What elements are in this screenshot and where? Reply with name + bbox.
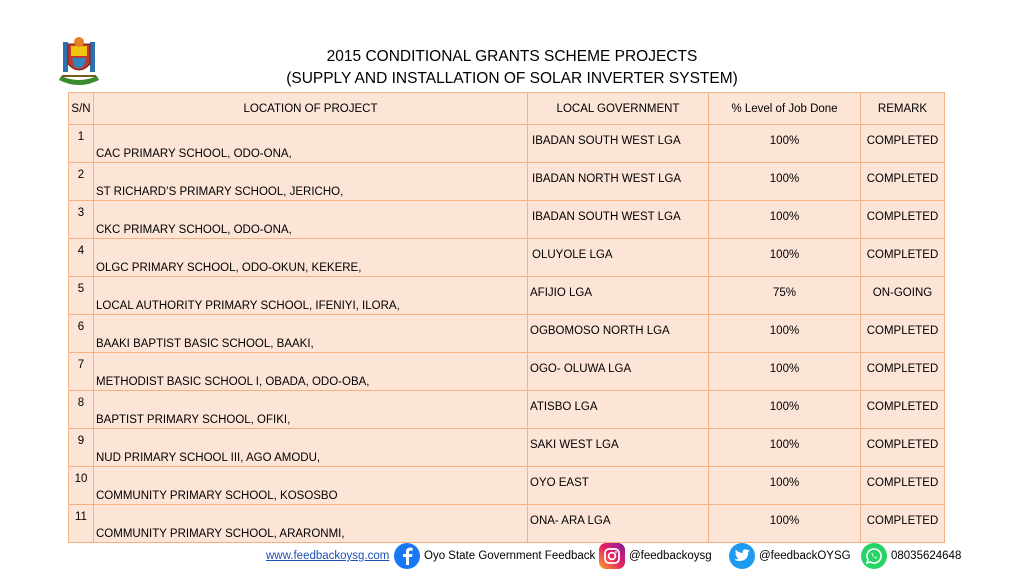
cell-remark: COMPLETED bbox=[860, 200, 945, 239]
table-row: 9 NUD PRIMARY SCHOOL III, AGO AMODU, SAK… bbox=[68, 428, 945, 467]
cell-remark: COMPLETED bbox=[860, 428, 945, 467]
table-row: 3 CKC PRIMARY SCHOOL, ODO-ONA, IBADAN SO… bbox=[68, 200, 945, 239]
cell-local-government: ONA- ARA LGA bbox=[527, 504, 709, 543]
header-local-government: LOCAL GOVERNMENT bbox=[527, 92, 709, 125]
cell-sn: 6 bbox=[68, 314, 94, 353]
cell-level: 100% bbox=[708, 466, 861, 505]
cell-sn: 1 bbox=[68, 124, 94, 163]
page-title-line2: (SUPPLY AND INSTALLATION OF SOLAR INVERT… bbox=[286, 70, 738, 87]
instagram-contact[interactable]: @feedbackoysg bbox=[599, 542, 712, 570]
facebook-icon bbox=[394, 543, 420, 569]
header-location: LOCATION OF PROJECT bbox=[93, 92, 528, 125]
cell-location: OLGC PRIMARY SCHOOL, ODO-OKUN, KEKERE, bbox=[93, 238, 528, 277]
cell-level: 100% bbox=[708, 162, 861, 201]
cell-sn: 8 bbox=[68, 390, 94, 429]
cell-level: 100% bbox=[708, 238, 861, 277]
table-row: 10 COMMUNITY PRIMARY SCHOOL, KOSOSBO OYO… bbox=[68, 466, 945, 505]
cell-local-government: IBADAN SOUTH WEST LGA bbox=[527, 200, 709, 239]
cell-local-government: OGO- OLUWA LGA bbox=[527, 352, 709, 391]
cell-local-government: OLUYOLE LGA bbox=[527, 238, 709, 277]
header-level: % Level of Job Done bbox=[708, 92, 861, 125]
twitter-icon bbox=[729, 543, 755, 569]
cell-remark: COMPLETED bbox=[860, 504, 945, 543]
cell-location: COMMUNITY PRIMARY SCHOOL, KOSOSBO bbox=[93, 466, 528, 505]
table-row: 1 CAC PRIMARY SCHOOL, ODO-ONA, IBADAN SO… bbox=[68, 124, 945, 163]
table-row: 2 ST RICHARD’S PRIMARY SCHOOL, JERICHO, … bbox=[68, 162, 945, 201]
website-link[interactable]: www.feedbackoysg.com bbox=[266, 550, 390, 562]
cell-location: NUD PRIMARY SCHOOL III, AGO AMODU, bbox=[93, 428, 528, 467]
cell-local-government: SAKI WEST LGA bbox=[527, 428, 709, 467]
whatsapp-contact[interactable]: 08035624648 bbox=[861, 542, 961, 570]
cell-remark: ON-GOING bbox=[860, 276, 945, 315]
oyo-state-crest-logo bbox=[54, 36, 104, 88]
cell-location: METHODIST BASIC SCHOOL I, OBADA, ODO-OBA… bbox=[93, 352, 528, 391]
twitter-contact[interactable]: @feedbackOYSG bbox=[729, 542, 851, 570]
whatsapp-icon bbox=[861, 543, 887, 569]
instagram-icon bbox=[599, 543, 625, 569]
header-sn: S/N bbox=[68, 92, 94, 125]
footer-contacts: www.feedbackoysg.com Oyo State Governmen… bbox=[0, 542, 1024, 570]
cell-sn: 9 bbox=[68, 428, 94, 467]
cell-local-government: IBADAN SOUTH WEST LGA bbox=[527, 124, 709, 163]
facebook-contact[interactable]: Oyo State Government Feedback bbox=[394, 542, 595, 570]
cell-sn: 2 bbox=[68, 162, 94, 201]
cell-remark: COMPLETED bbox=[860, 352, 945, 391]
cell-sn: 10 bbox=[68, 466, 94, 505]
cell-level: 100% bbox=[708, 390, 861, 429]
cell-local-government: ATISBO LGA bbox=[527, 390, 709, 429]
cell-location: BAAKI BAPTIST BASIC SCHOOL, BAAKI, bbox=[93, 314, 528, 353]
cell-sn: 7 bbox=[68, 352, 94, 391]
table-row: 8 BAPTIST PRIMARY SCHOOL, OFIKI, ATISBO … bbox=[68, 390, 945, 429]
table-header-row: S/N LOCATION OF PROJECT LOCAL GOVERNMENT… bbox=[68, 92, 945, 125]
cell-remark: COMPLETED bbox=[860, 238, 945, 277]
facebook-label: Oyo State Government Feedback bbox=[424, 550, 596, 562]
cell-remark: COMPLETED bbox=[860, 124, 945, 163]
cell-remark: COMPLETED bbox=[860, 162, 945, 201]
cell-location: BAPTIST PRIMARY SCHOOL, OFIKI, bbox=[93, 390, 528, 429]
cell-location: CAC PRIMARY SCHOOL, ODO-ONA, bbox=[93, 124, 528, 163]
page-title-line1: 2015 CONDITIONAL GRANTS SCHEME PROJECTS bbox=[326, 48, 698, 65]
cell-location: ST RICHARD’S PRIMARY SCHOOL, JERICHO, bbox=[93, 162, 528, 201]
cell-level: 100% bbox=[708, 428, 861, 467]
cell-local-government: AFIJIO LGA bbox=[527, 276, 709, 315]
cell-local-government: OYO EAST bbox=[527, 466, 709, 505]
cell-level: 100% bbox=[708, 200, 861, 239]
cell-location: CKC PRIMARY SCHOOL, ODO-ONA, bbox=[93, 200, 528, 239]
table-row: 6 BAAKI BAPTIST BASIC SCHOOL, BAAKI, OGB… bbox=[68, 314, 945, 353]
cell-level: 100% bbox=[708, 124, 861, 163]
cell-level: 100% bbox=[708, 504, 861, 543]
cell-sn: 4 bbox=[68, 238, 94, 277]
table-row: 11 COMMUNITY PRIMARY SCHOOL, ARARONMI, O… bbox=[68, 504, 945, 543]
cell-sn: 3 bbox=[68, 200, 94, 239]
cell-level: 100% bbox=[708, 352, 861, 391]
twitter-label: @feedbackOYSG bbox=[759, 550, 851, 562]
cell-sn: 5 bbox=[68, 276, 94, 315]
cell-sn: 11 bbox=[68, 504, 94, 543]
cell-location: COMMUNITY PRIMARY SCHOOL, ARARONMI, bbox=[93, 504, 528, 543]
cell-remark: COMPLETED bbox=[860, 390, 945, 429]
website-link-wrap: www.feedbackoysg.com bbox=[266, 542, 389, 570]
header-remark: REMARK bbox=[860, 92, 945, 125]
table-row: 7 METHODIST BASIC SCHOOL I, OBADA, ODO-O… bbox=[68, 352, 945, 391]
cell-remark: COMPLETED bbox=[860, 314, 945, 353]
whatsapp-label: 08035624648 bbox=[891, 550, 962, 562]
table-row: 5 LOCAL AUTHORITY PRIMARY SCHOOL, IFENIY… bbox=[68, 276, 945, 315]
cell-local-government: IBADAN NORTH WEST LGA bbox=[527, 162, 709, 201]
instagram-label: @feedbackoysg bbox=[629, 550, 712, 562]
table-row: 4 OLGC PRIMARY SCHOOL, ODO-OKUN, KEKERE,… bbox=[68, 238, 945, 277]
cell-remark: COMPLETED bbox=[860, 466, 945, 505]
cell-location: LOCAL AUTHORITY PRIMARY SCHOOL, IFENIYI,… bbox=[93, 276, 528, 315]
cell-local-government: OGBOMOSO NORTH LGA bbox=[527, 314, 709, 353]
cell-level: 75% bbox=[708, 276, 861, 315]
projects-table: S/N LOCATION OF PROJECT LOCAL GOVERNMENT… bbox=[68, 92, 945, 543]
cell-level: 100% bbox=[708, 314, 861, 353]
